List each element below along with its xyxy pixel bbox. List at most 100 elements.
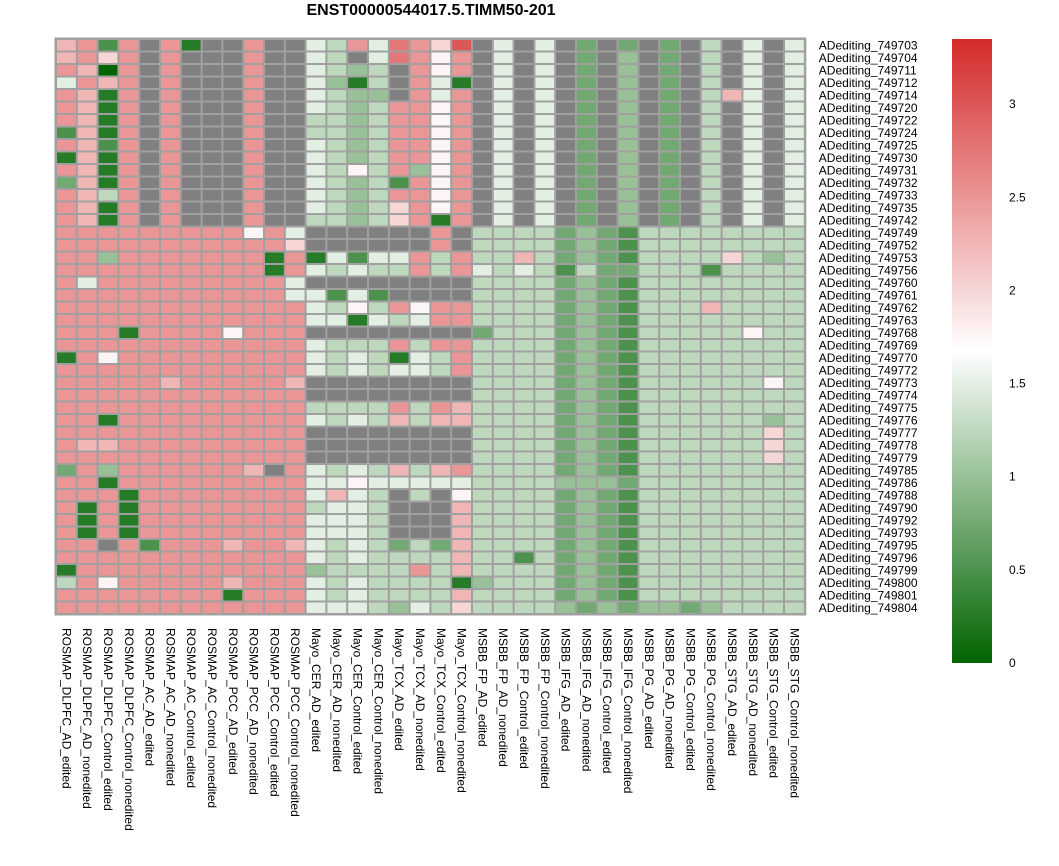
heatmap-cell bbox=[202, 465, 222, 476]
heatmap-cell bbox=[369, 540, 388, 551]
heatmap-cell bbox=[660, 502, 679, 513]
heatmap-cell bbox=[57, 602, 76, 613]
heatmap-cell bbox=[535, 527, 555, 538]
heatmap-cell bbox=[223, 590, 243, 601]
heatmap-cell bbox=[431, 52, 451, 63]
heatmap-cell bbox=[660, 115, 679, 126]
heatmap-cell bbox=[785, 565, 804, 576]
heatmap-cell bbox=[597, 515, 617, 526]
heatmap-cell bbox=[223, 452, 243, 463]
heatmap-cell bbox=[389, 515, 409, 526]
heatmap-cell bbox=[98, 227, 118, 238]
legend-tick-label: 1 bbox=[1009, 470, 1016, 484]
heatmap-cell bbox=[618, 340, 638, 351]
heatmap-cell bbox=[743, 377, 763, 388]
heatmap-cell bbox=[681, 527, 700, 538]
heatmap-cell bbox=[514, 40, 534, 51]
heatmap-cell bbox=[77, 240, 97, 251]
heatmap-cell bbox=[119, 315, 139, 326]
heatmap-cell bbox=[681, 590, 700, 601]
heatmap-cell bbox=[98, 315, 118, 326]
heatmap-cell bbox=[618, 190, 638, 201]
heatmap-cell bbox=[327, 165, 347, 176]
heatmap-cell bbox=[265, 402, 284, 413]
heatmap-cell bbox=[597, 102, 617, 113]
heatmap-cell bbox=[223, 127, 243, 138]
column-label: ROSMAP_PCC_Control_nonedited bbox=[288, 628, 302, 817]
heatmap-cell bbox=[660, 390, 679, 401]
heatmap-cell bbox=[597, 65, 617, 76]
heatmap-cell bbox=[493, 352, 513, 363]
heatmap-cell bbox=[77, 465, 97, 476]
heatmap-cell bbox=[140, 577, 159, 588]
heatmap-cell bbox=[57, 252, 76, 263]
heatmap-cell bbox=[244, 77, 263, 88]
heatmap-cell bbox=[181, 515, 201, 526]
heatmap-cell bbox=[473, 290, 492, 301]
heatmap-cell bbox=[140, 315, 159, 326]
heatmap-cell bbox=[535, 240, 555, 251]
heatmap-cell bbox=[597, 52, 617, 63]
heatmap-cell bbox=[597, 590, 617, 601]
heatmap-cell bbox=[202, 602, 222, 613]
heatmap-cell bbox=[681, 415, 700, 426]
heatmap-cell bbox=[618, 127, 638, 138]
heatmap-cell bbox=[98, 340, 118, 351]
heatmap-cell bbox=[514, 102, 534, 113]
heatmap-cell bbox=[701, 365, 721, 376]
heatmap-cell bbox=[701, 340, 721, 351]
heatmap-cell bbox=[493, 40, 513, 51]
heatmap-cell bbox=[389, 277, 409, 288]
heatmap-cell bbox=[369, 315, 388, 326]
heatmap-cell bbox=[660, 440, 679, 451]
heatmap-cell bbox=[618, 290, 638, 301]
heatmap-cell bbox=[556, 177, 575, 188]
heatmap-cell bbox=[431, 440, 451, 451]
heatmap-cell bbox=[98, 552, 118, 563]
heatmap-cell bbox=[119, 127, 139, 138]
column-label: MSBB_IFG_AD_edited bbox=[559, 628, 573, 751]
heatmap-cell bbox=[202, 340, 222, 351]
heatmap-cell bbox=[577, 265, 596, 276]
heatmap-cell bbox=[701, 315, 721, 326]
heatmap-cell bbox=[639, 152, 659, 163]
heatmap-cell bbox=[306, 540, 326, 551]
heatmap-cell bbox=[265, 377, 284, 388]
heatmap-cell bbox=[785, 377, 804, 388]
heatmap-cell bbox=[161, 190, 180, 201]
heatmap-cell bbox=[514, 590, 534, 601]
heatmap-cell bbox=[577, 527, 596, 538]
heatmap-cell bbox=[348, 52, 367, 63]
heatmap-cell bbox=[285, 102, 305, 113]
heatmap-cell bbox=[681, 540, 700, 551]
heatmap-cell bbox=[57, 140, 76, 151]
heatmap-cell bbox=[223, 115, 243, 126]
heatmap-cell bbox=[785, 415, 804, 426]
heatmap-cell bbox=[369, 415, 388, 426]
heatmap-cell bbox=[597, 252, 617, 263]
heatmap-cell bbox=[98, 52, 118, 63]
heatmap-cell bbox=[764, 140, 783, 151]
heatmap-cell bbox=[77, 540, 97, 551]
heatmap-cell bbox=[577, 377, 596, 388]
column-label: ROSMAP_AC_AD_edited bbox=[143, 628, 157, 766]
heatmap-cell bbox=[722, 515, 742, 526]
chart-title: ENST00000544017.5.TIMM50-201 bbox=[306, 2, 555, 19]
heatmap-cell bbox=[161, 302, 180, 313]
heatmap-cell bbox=[389, 365, 409, 376]
heatmap-cell bbox=[140, 452, 159, 463]
heatmap-cell bbox=[410, 477, 430, 488]
heatmap-cell bbox=[514, 252, 534, 263]
heatmap-cell bbox=[265, 502, 284, 513]
heatmap-cell bbox=[701, 102, 721, 113]
heatmap-cell bbox=[639, 540, 659, 551]
heatmap-cell bbox=[577, 215, 596, 226]
heatmap-cell bbox=[410, 340, 430, 351]
heatmap-cell bbox=[681, 177, 700, 188]
heatmap-cell bbox=[473, 602, 492, 613]
heatmap-cell bbox=[493, 540, 513, 551]
heatmap-cell bbox=[161, 90, 180, 101]
heatmap-cell bbox=[577, 165, 596, 176]
heatmap-cell bbox=[389, 115, 409, 126]
heatmap-cell bbox=[639, 402, 659, 413]
